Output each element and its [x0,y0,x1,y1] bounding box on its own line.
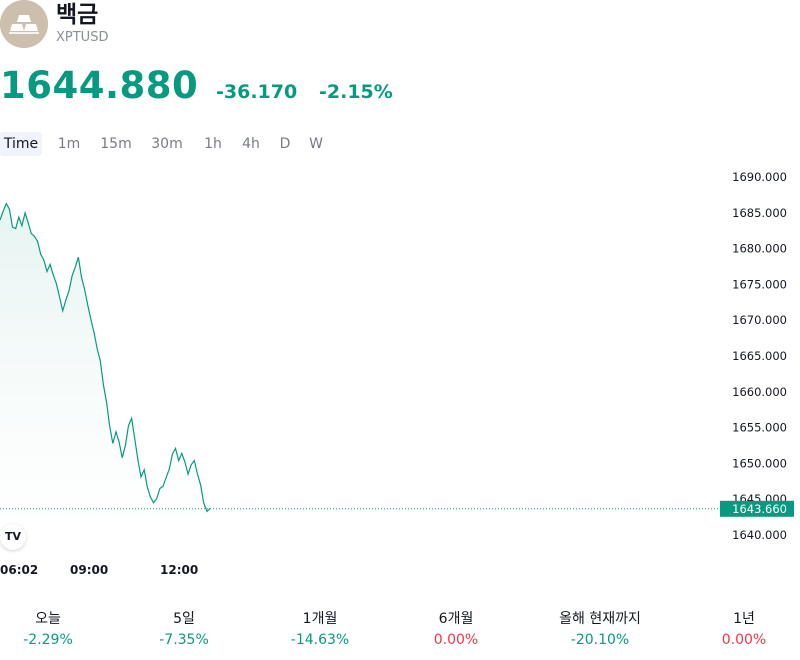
perf-item-1y[interactable]: 1년 0.00% [704,608,784,650]
perf-label: 오늘 [35,611,61,627]
y-tick-label: 1640.000 [732,528,787,542]
perf-item-1m[interactable]: 1개월 -14.63% [270,608,370,650]
perf-value: -2.29% [23,632,73,648]
perf-label: 1년 [733,611,755,627]
last-price-badge [720,500,794,517]
tab-1m[interactable]: 1m [57,136,81,152]
symbol-header: 백금 XPTUSD [0,0,400,50]
last-price: 1644.880 [0,64,199,107]
perf-item-6m[interactable]: 6개월 0.00% [416,608,496,650]
perf-label: 1개월 [302,611,338,627]
price-change: -36.170 [216,81,298,103]
symbol-ticker: XPTUSD [56,30,109,45]
last-price-badge-label: 1643.660 [732,502,787,516]
y-tick-label: 1685.000 [732,206,787,220]
y-tick-label: 1690.000 [732,170,787,184]
performance-bar: 오늘 -2.29% 5일 -7.35% 1개월 -14.63% 6개월 0.00… [0,608,800,652]
y-tick-label: 1655.000 [732,421,787,435]
tab-w[interactable]: W [309,136,323,152]
perf-label: 5일 [173,611,195,627]
perf-label: 6개월 [438,611,474,627]
x-tick-label: 06:02 [0,563,38,577]
tab-time[interactable]: Time [0,132,42,156]
series-line [0,202,211,513]
chart-canvas[interactable]: 1690.000 1685.000 1680.000 1675.000 1670.000… [0,160,800,580]
perf-value: -14.63% [290,632,350,648]
gold-bars-icon [0,0,48,48]
tradingview-logo-icon[interactable]: TV [0,524,26,550]
perf-value: -7.35% [159,632,209,648]
tab-d[interactable]: D [279,136,291,152]
x-tick-label: 12:00 [160,563,198,577]
perf-value: 0.00% [721,632,767,648]
y-tick-label: 1650.000 [732,456,787,470]
price-chart[interactable]: 1690.000 1685.000 1680.000 1675.000 1670.000… [0,160,800,580]
price-change-percent: -2.15% [319,81,393,103]
perf-item-ytd[interactable]: 올해 현재까지 -20.10% [540,608,660,650]
series-area [0,203,210,525]
y-tick-label: 1675.000 [732,277,787,291]
symbol-name: 백금 [56,2,99,28]
y-tick-label: 1670.000 [732,313,787,327]
perf-value: -20.10% [570,632,630,648]
y-tick-label: 1660.000 [732,385,787,399]
perf-label: 올해 현재까지 [559,611,641,627]
y-tick-label: 1680.000 [732,242,787,256]
perf-value: 0.00% [433,632,479,648]
x-tick-label: 09:00 [70,563,108,577]
tab-15m[interactable]: 15m [100,136,132,152]
y-tick-label: 1665.000 [732,349,787,363]
tab-30m[interactable]: 30m [151,136,183,152]
perf-item-today[interactable]: 오늘 -2.29% [8,608,88,650]
perf-item-5d[interactable]: 5일 -7.35% [144,608,224,650]
tab-1h[interactable]: 1h [204,136,222,152]
tab-4h[interactable]: 4h [242,136,260,152]
